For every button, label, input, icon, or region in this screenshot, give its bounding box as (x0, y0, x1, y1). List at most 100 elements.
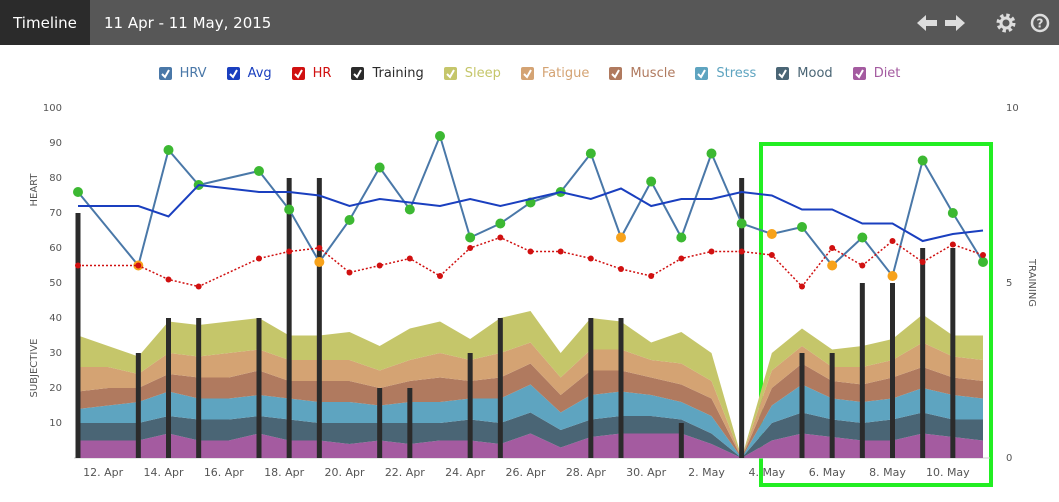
legend-label: Avg (247, 66, 272, 81)
marker (738, 248, 745, 255)
marker (256, 255, 262, 262)
marker (917, 155, 928, 166)
tab[interactable]: Timeline (0, 0, 90, 45)
bar (739, 178, 745, 458)
x-tick-label: 10. May (926, 466, 970, 479)
marker (978, 257, 988, 267)
next-button[interactable] (945, 15, 965, 31)
bar (890, 283, 895, 458)
marker (706, 148, 717, 159)
help-button[interactable]: ? (1030, 13, 1050, 33)
bar (618, 318, 624, 458)
marker (465, 232, 476, 243)
legend-checkbox[interactable] (776, 67, 790, 80)
marker (768, 252, 775, 258)
marker (435, 131, 445, 141)
legend-item[interactable]: Avg (226, 66, 272, 81)
check (293, 69, 303, 79)
y-tick-label: 50 (49, 278, 62, 289)
legend-checkbox[interactable] (351, 67, 365, 80)
marker (827, 260, 838, 271)
y-tick-label: 100 (43, 103, 62, 114)
marker (797, 222, 807, 232)
y2-tick-label: 5 (1006, 278, 1012, 289)
marker (859, 262, 866, 269)
legend-item[interactable]: HRV (158, 66, 207, 81)
bar (920, 248, 926, 458)
marker (254, 166, 264, 176)
legend-checkbox[interactable] (158, 67, 172, 80)
marker (587, 255, 594, 262)
marker (314, 257, 325, 267)
legend-item[interactable]: HR (291, 66, 332, 81)
legend-label: Mood (797, 66, 833, 81)
legend-checkbox[interactable] (852, 67, 866, 80)
legend-item[interactable]: Muscle (609, 66, 675, 81)
legend-checkbox[interactable] (609, 67, 623, 80)
marker (286, 248, 293, 255)
legend-checkbox[interactable] (291, 67, 305, 80)
legend-item[interactable]: Diet (852, 66, 901, 81)
marker (678, 255, 685, 262)
y-tick-label: 20 (49, 383, 62, 394)
legend-item[interactable]: Fatigue (520, 66, 589, 81)
marker (646, 176, 657, 187)
bar (678, 423, 684, 458)
prev-button[interactable] (917, 15, 937, 31)
marker (404, 204, 415, 215)
bar (196, 318, 202, 458)
check (160, 69, 170, 79)
legend-item[interactable]: Stress (695, 66, 756, 81)
marker (557, 248, 564, 255)
marker (344, 215, 355, 225)
y-tick-label: 60 (49, 243, 62, 254)
y-tick-label: 70 (49, 208, 62, 219)
legend-item[interactable]: Mood (776, 66, 833, 81)
marker (497, 234, 504, 241)
line (78, 183, 984, 243)
check (611, 69, 621, 79)
marker (829, 245, 836, 251)
legend-checkbox[interactable] (443, 67, 457, 80)
area (78, 384, 983, 458)
bar (407, 388, 413, 458)
y-tick-label: 30 (49, 348, 62, 359)
marker (135, 262, 142, 269)
check (446, 69, 455, 79)
settings-button[interactable] (996, 13, 1016, 33)
x-tick-label: 30. Apr (626, 466, 666, 479)
marker (165, 276, 172, 283)
area (78, 433, 983, 458)
x-tick-label: 16. Apr (204, 466, 244, 479)
marker (947, 208, 958, 218)
marker (618, 266, 624, 272)
bar (75, 213, 81, 458)
legend-checkbox[interactable] (520, 67, 534, 80)
check (228, 69, 238, 79)
bar (166, 318, 171, 458)
check (353, 69, 363, 79)
legend-label: Diet (873, 66, 901, 81)
legend-item[interactable]: Training (351, 66, 424, 81)
x-tick-label: 22. Apr (385, 466, 425, 479)
legend-checkbox[interactable] (695, 67, 709, 80)
marker (887, 271, 898, 281)
x-tick-label: 8. May (869, 466, 906, 479)
line (78, 236, 984, 288)
highlight-box (759, 142, 993, 487)
marker (346, 269, 353, 276)
marker (73, 187, 83, 197)
check (523, 69, 532, 79)
marker (766, 229, 777, 239)
marker (889, 238, 896, 244)
area (78, 363, 983, 458)
y-axis-title: SUBJECTIVE (29, 339, 40, 398)
legend-label: HR (312, 66, 332, 81)
legend-checkbox[interactable] (226, 67, 240, 80)
legend-label: Muscle (630, 66, 676, 81)
x-tick-label: 2. May (688, 466, 725, 479)
legend-label: Training (372, 66, 424, 81)
x-tick-label: 18. Apr (264, 466, 304, 479)
marker (585, 148, 596, 159)
legend-item[interactable]: Sleep (443, 66, 501, 81)
